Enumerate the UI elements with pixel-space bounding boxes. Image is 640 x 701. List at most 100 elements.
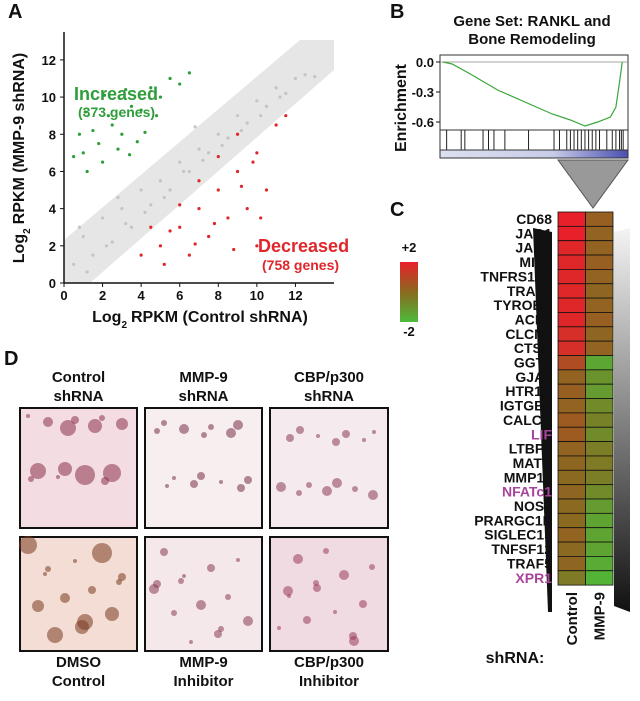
heat-cell — [557, 283, 586, 299]
label: 10 — [250, 288, 264, 303]
micrograph — [269, 407, 389, 529]
point — [274, 123, 278, 127]
heat-cell — [557, 498, 586, 514]
plot-frame — [439, 54, 629, 131]
point — [264, 188, 269, 192]
heat-cell — [585, 340, 614, 356]
label: MMP-9 — [179, 654, 227, 671]
heat-cell — [557, 326, 586, 342]
annotation: (758 genes) — [262, 257, 339, 273]
point — [129, 225, 134, 229]
label: CBP/p300 — [294, 369, 364, 386]
point — [193, 125, 197, 129]
cell — [43, 417, 53, 427]
label: Control — [52, 369, 105, 386]
label: +2 — [402, 240, 417, 255]
cell — [342, 430, 350, 438]
label: 0 — [60, 288, 67, 303]
cell — [171, 610, 177, 616]
gene-label: JAG1 — [515, 225, 552, 241]
heat-cell — [557, 340, 586, 356]
cell — [276, 482, 286, 492]
cell — [47, 627, 63, 643]
point — [91, 253, 95, 257]
gene-label: LTBP2 — [509, 441, 553, 457]
point — [162, 195, 166, 200]
point — [226, 136, 230, 140]
heat-cell — [585, 570, 614, 586]
cell — [28, 476, 34, 482]
point — [149, 225, 153, 229]
label: Bone Remodeling — [468, 31, 596, 48]
label: Inhibitor — [174, 673, 234, 690]
cell — [178, 578, 184, 584]
cell — [118, 573, 126, 581]
point — [293, 76, 298, 81]
cell — [207, 564, 215, 572]
point — [187, 71, 191, 75]
heat-cell — [557, 211, 586, 227]
axis-label: Log2 RPKM (Control shRNA) — [92, 309, 308, 331]
point — [178, 82, 182, 86]
point — [83, 110, 87, 114]
point — [168, 229, 172, 233]
axis-label-part: RPKM (Control shRNA) — [131, 309, 308, 326]
cell — [352, 486, 358, 492]
cell — [43, 572, 47, 576]
point — [207, 151, 211, 155]
point — [100, 216, 105, 220]
point — [85, 169, 89, 174]
axis-label: Log2 RPKM (MMP-9 shRNA) — [11, 53, 33, 263]
heat-cell — [557, 441, 586, 457]
cell — [236, 558, 240, 562]
point — [106, 114, 110, 118]
label: CBP/p300 — [294, 654, 364, 671]
heat-cell — [585, 254, 614, 270]
heat-cell — [557, 240, 586, 256]
heat-cell — [557, 383, 586, 399]
heat-cell — [585, 441, 614, 457]
label: shRNA — [178, 388, 228, 405]
label: 8 — [49, 127, 56, 142]
cell — [226, 428, 236, 438]
cell — [32, 600, 44, 612]
gene-label: ACP5 — [515, 311, 553, 327]
point — [178, 203, 182, 207]
point — [207, 234, 211, 239]
gene-label: CD68 — [516, 211, 552, 227]
heat-cell — [585, 455, 614, 471]
gene-label: XPR1 — [515, 570, 552, 586]
gene-label: MMP14 — [504, 469, 552, 485]
cell — [101, 477, 109, 485]
point — [235, 114, 240, 118]
cell — [339, 570, 349, 580]
cell — [313, 580, 319, 586]
cell — [208, 424, 214, 430]
cell — [244, 476, 252, 484]
cell — [277, 626, 281, 630]
cell — [293, 554, 303, 564]
point — [245, 207, 249, 211]
label: Inhibitor — [299, 673, 359, 690]
point — [81, 234, 85, 239]
cell — [190, 480, 198, 488]
heat-cell — [585, 369, 614, 385]
point — [127, 153, 132, 157]
gene-label: NFATc1 — [502, 484, 552, 500]
cell — [368, 490, 378, 500]
heat-cell — [585, 383, 614, 399]
point — [162, 262, 166, 267]
gene-label: GGT1 — [514, 355, 552, 371]
heat-cell — [585, 225, 614, 242]
micrograph — [144, 407, 263, 529]
gene-label: HTR1B — [505, 383, 552, 399]
heat-cell — [585, 527, 614, 543]
point — [278, 95, 282, 99]
cell — [19, 536, 37, 554]
heat-cell — [557, 556, 586, 572]
point — [110, 240, 114, 244]
point — [235, 132, 240, 136]
heat-cell — [557, 541, 586, 557]
label: B — [390, 1, 404, 23]
